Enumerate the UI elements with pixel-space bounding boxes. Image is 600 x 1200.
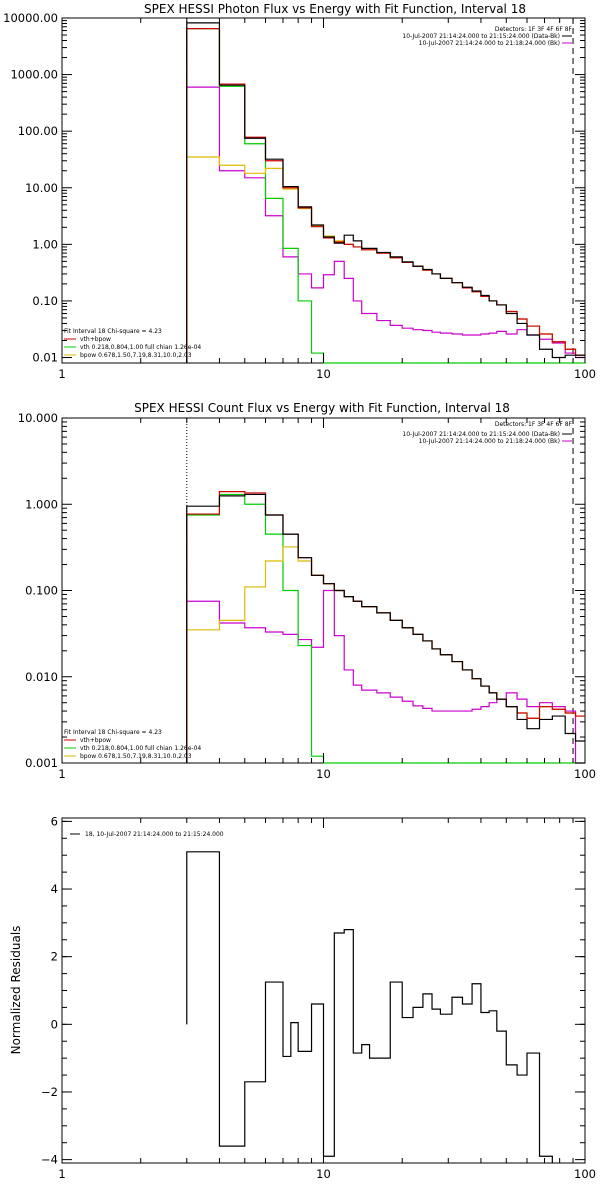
residuals-y-tick-label: 0	[51, 1017, 58, 1031]
count-range-markers	[186, 418, 574, 763]
photon-x-tick-label: 100	[574, 367, 596, 381]
count-series-vth	[186, 493, 585, 764]
count-series-bpow	[186, 546, 585, 763]
count-legend-bottom-left: Fit Interval 18 Chi-square = 4.23 vth+bp…	[64, 729, 201, 760]
residuals-panel: 1 10 100 −4 −2 0 2 4 6 Normalized Residuals 18, …	[9, 814, 596, 1181]
count-y-tick-label: 0.100	[25, 584, 58, 598]
photon-legend-data-bk: 10-Jul-2007 21:14:24.000 to 21:15:24.000…	[402, 33, 560, 40]
photon-y-tick-label: 1.00	[32, 237, 58, 251]
residuals-series-group	[186, 851, 553, 1163]
photon-legend-top-right: Detectors: 1F 3F 4F 6F 8F 10-Jul-2007 21…	[402, 26, 572, 47]
count-x-tick-label: 1	[58, 767, 65, 781]
photon-axes: 1 10 100 0.01 0.10 1.00 10.00 100.00 1000.00 1000…	[3, 11, 596, 381]
residuals-x-tick-label: 10	[316, 1167, 331, 1181]
residuals-series-residuals	[186, 851, 553, 1163]
photon-legend-bottom-left: Fit Interval 18 Chi-square = 4.23 vth+bp…	[64, 328, 201, 359]
count-legend-vth: vth 0.218,0.804,1.00 full chian 1.26e-04	[80, 745, 201, 752]
count-y-tick-label: 0.010	[25, 670, 58, 684]
photon-y-tick-label: 0.10	[32, 294, 58, 308]
photon-x-tick-label: 10	[316, 367, 331, 381]
photon-series-background	[186, 86, 585, 363]
residuals-x-tick-label: 100	[574, 1167, 596, 1181]
count-y-tick-label: 10.000	[18, 411, 58, 425]
residuals-y-axis-label: Normalized Residuals	[9, 926, 23, 1055]
photon-y-tick-label: 100.00	[18, 124, 58, 138]
count-y-tick-label: 0.001	[25, 756, 58, 770]
count-flux-panel: SPEX HESSI Count Flux vs Energy with Fit…	[18, 401, 596, 781]
photon-legend-vth-bpow: vth+bpow	[80, 336, 111, 343]
photon-series-bpow	[186, 156, 585, 363]
count-legend-fit-interval: Fit Interval 18 Chi-square = 4.23	[64, 729, 162, 736]
count-x-tick-label: 100	[574, 767, 596, 781]
count-series-group	[186, 491, 585, 764]
count-legend-data-bk: 10-Jul-2007 21:14:24.000 to 21:15:24.000…	[402, 431, 560, 438]
count-axes: 1 10 100 0.001 0.010 0.100 1.000 10.000	[18, 411, 596, 781]
count-legend-bk: 10-Jul-2007 21:14:24.000 to 21:18:24.000…	[419, 438, 560, 445]
residuals-y-tick-label: 2	[51, 950, 58, 964]
residuals-y-tick-label: 6	[51, 814, 58, 828]
photon-y-tick-label: 10.00	[25, 181, 58, 195]
photon-x-tick-label: 1	[58, 367, 65, 381]
residuals-y-tick-label: 4	[51, 882, 58, 896]
photon-legend-vth: vth 0.218,0.804,1.00 full chian 1.26e-04	[80, 344, 201, 351]
photon-legend-detectors: Detectors: 1F 3F 4F 6F 8F	[495, 26, 573, 33]
residuals-axes: 1 10 100 −4 −2 0 2 4 6	[41, 814, 596, 1181]
photon-y-tick-label: 10000.00	[3, 11, 58, 25]
photon-flux-panel: SPEX HESSI Photon Flux vs Energy with Fi…	[3, 2, 596, 381]
count-series-data	[186, 493, 585, 763]
count-legend-detectors: Detectors: 1F 3F 4F 6F 8F	[495, 421, 573, 428]
count-x-tick-label: 10	[316, 767, 331, 781]
residuals-y-tick-label: −2	[41, 1085, 58, 1099]
residuals-legend: 18, 10-Jul-2007 21:14:24.000 to 21:15:24…	[70, 831, 224, 838]
residuals-y-tick-label: −4	[41, 1153, 58, 1167]
count-chart-title: SPEX HESSI Count Flux vs Energy with Fit…	[134, 401, 510, 415]
residuals-x-tick-label: 1	[58, 1167, 65, 1181]
photon-series-vth	[186, 27, 585, 364]
count-legend-top-right: Detectors: 1F 3F 4F 6F 8F 10-Jul-2007 21…	[402, 421, 572, 445]
photon-legend-bk: 10-Jul-2007 21:14:24.000 to 21:18:24.000…	[419, 40, 560, 47]
photon-series-vth_bpow	[186, 27, 585, 363]
photon-series-group	[186, 22, 585, 364]
photon-legend-fit-interval: Fit Interval 18 Chi-square = 4.23	[64, 328, 162, 335]
photon-y-tick-label: 0.01	[32, 351, 58, 365]
count-legend-bpow: bpow 0.678,1.50,7.19,8.31,10.0,2.03	[80, 753, 192, 760]
photon-y-tick-label: 1000.00	[10, 68, 58, 82]
photon-legend-bpow: bpow 0.678,1.50,7.19,8.31,10.0,2.03	[80, 352, 192, 359]
photon-chart-title: SPEX HESSI Photon Flux vs Energy with Fi…	[144, 2, 526, 16]
photon-series-data	[186, 22, 585, 363]
residuals-legend-label: 18, 10-Jul-2007 21:14:24.000 to 21:15:24…	[85, 831, 224, 838]
count-y-tick-label: 1.000	[25, 497, 58, 511]
count-legend-vth-bpow: vth+bpow	[80, 737, 111, 744]
count-series-background	[186, 589, 585, 764]
